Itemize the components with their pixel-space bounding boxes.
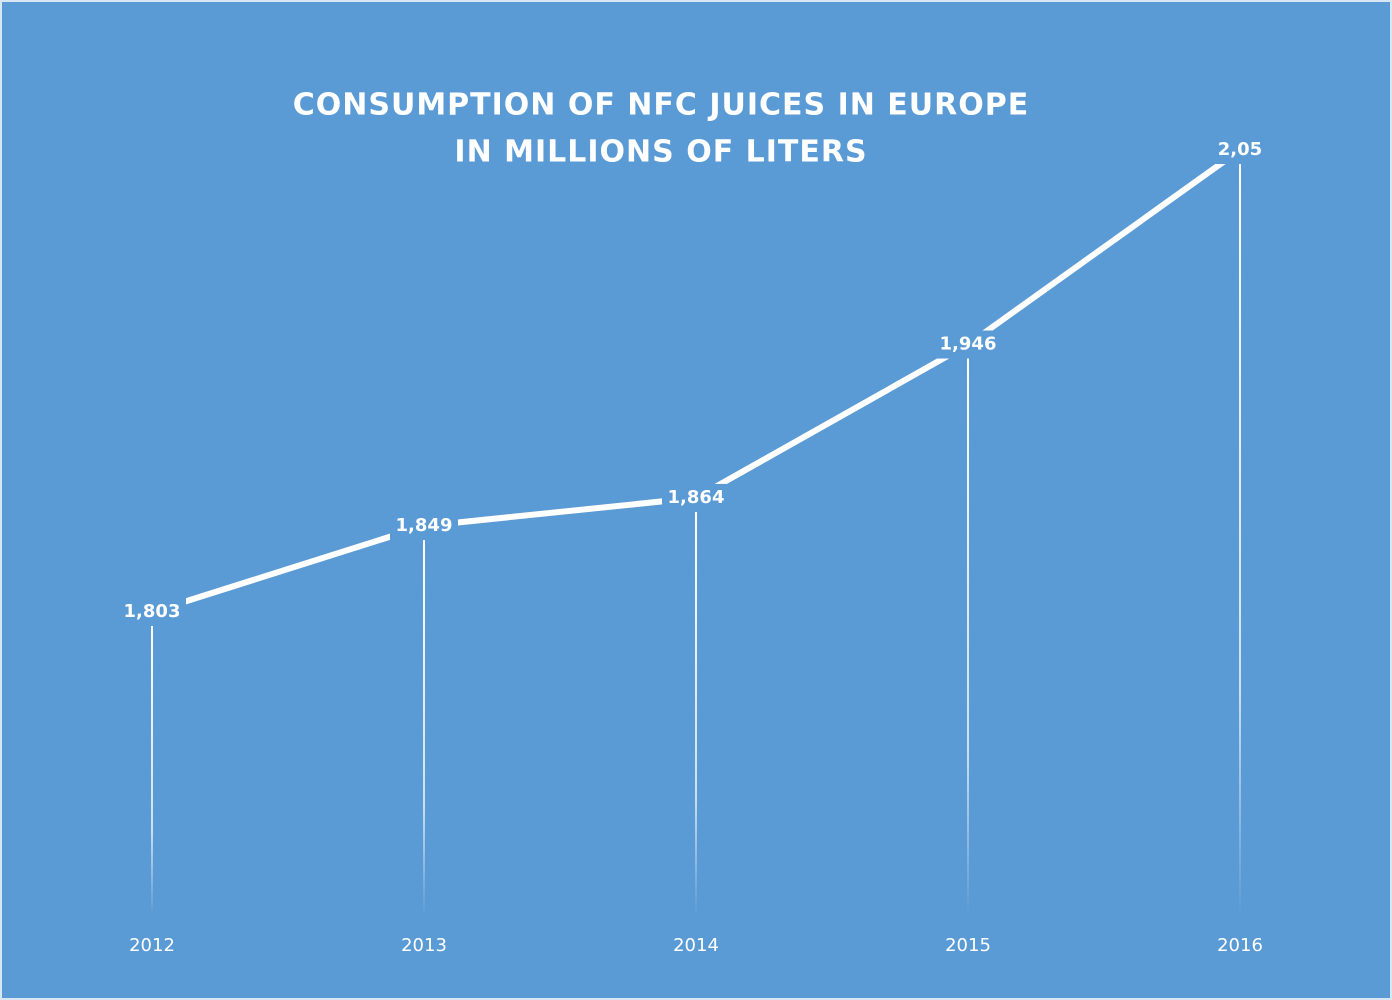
- data-label: 2,05: [1218, 139, 1262, 160]
- label-background: [390, 511, 458, 540]
- x-tick-label: 2012: [129, 935, 175, 956]
- drop-line: [695, 511, 697, 915]
- data-label: 1,864: [668, 487, 725, 508]
- data-label: 1,946: [940, 334, 997, 355]
- x-tick-label: 2015: [945, 935, 991, 956]
- chart-title: CONSUMPTION OF NFC JUICES IN EUROPE: [293, 88, 1030, 123]
- label-background: [118, 598, 186, 626]
- data-label: 1,849: [396, 515, 453, 536]
- x-tick-label: 2014: [673, 935, 719, 956]
- x-tick-label: 2013: [401, 935, 447, 956]
- drop-line: [967, 358, 969, 915]
- drop-line: [1239, 164, 1241, 915]
- label-background: [934, 330, 1002, 359]
- chart-subtitle: IN MILLIONS OF LITERS: [454, 135, 867, 170]
- x-tick-label: 2016: [1217, 935, 1263, 956]
- drop-line: [151, 626, 153, 915]
- label-background: [1206, 136, 1274, 164]
- label-background: [662, 483, 730, 512]
- data-label: 1,803: [124, 601, 181, 622]
- drop-line: [423, 539, 425, 915]
